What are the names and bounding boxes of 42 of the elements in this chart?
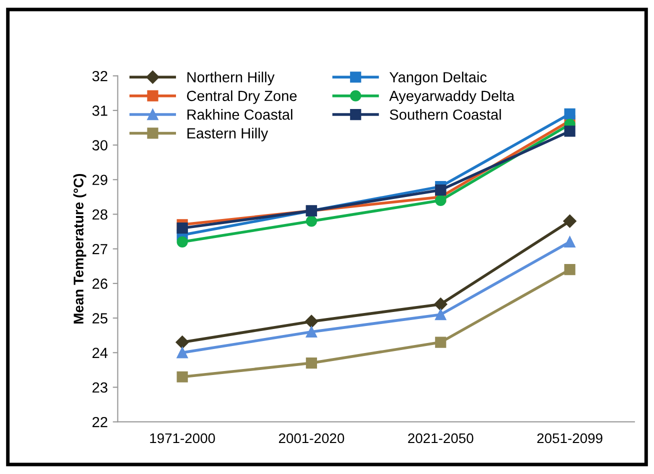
point: [306, 357, 318, 369]
point: [564, 108, 576, 120]
x-tick-label: 2051-2099: [537, 433, 602, 444]
legend-label: Eastern Hilly: [187, 128, 268, 142]
point: [176, 222, 188, 234]
legend-label: Northern Hilly: [187, 72, 275, 86]
point: [435, 336, 446, 348]
x-tick-label: 1971-2000: [150, 433, 215, 444]
point: [176, 236, 188, 248]
point: [304, 314, 318, 328]
point: [563, 214, 576, 228]
y-tick-label: 28: [92, 209, 108, 220]
y-tick-label: 31: [92, 106, 108, 116]
point: [176, 347, 188, 358]
y-tick-label: 24: [92, 348, 108, 358]
point: [564, 236, 576, 248]
legend-label: Southern Coastal: [390, 109, 501, 120]
point: [435, 309, 446, 320]
x-tick-label: 2021-2050: [408, 433, 474, 444]
y-tick-label: 32: [92, 70, 108, 82]
point: [176, 371, 188, 382]
x-tick-label: 2001-2020: [278, 433, 344, 444]
point: [176, 336, 189, 349]
point: [435, 184, 446, 196]
legend-label: Rakhine Coastal: [187, 109, 292, 120]
point: [564, 126, 576, 137]
y-tick-label: 30: [92, 140, 108, 150]
y-tick-label: 23: [92, 382, 108, 393]
y-tick-label: 26: [92, 278, 108, 289]
point: [434, 298, 448, 311]
y-tick-label: 22: [92, 416, 108, 428]
point: [306, 326, 318, 338]
y-tick-label: 29: [92, 174, 108, 186]
y-axis-title: Mean Temperature (°C): [73, 174, 86, 324]
point: [435, 194, 446, 206]
legend-label: Ayeyarwaddy Delta: [389, 90, 515, 104]
y-tick-label: 27: [92, 244, 108, 254]
y-tick-label: 25: [92, 313, 108, 324]
legend-label: Central Dry Zone: [187, 90, 297, 104]
point: [564, 264, 576, 276]
point: [306, 216, 318, 227]
legend-label: Yangon Deltaic: [389, 72, 487, 86]
